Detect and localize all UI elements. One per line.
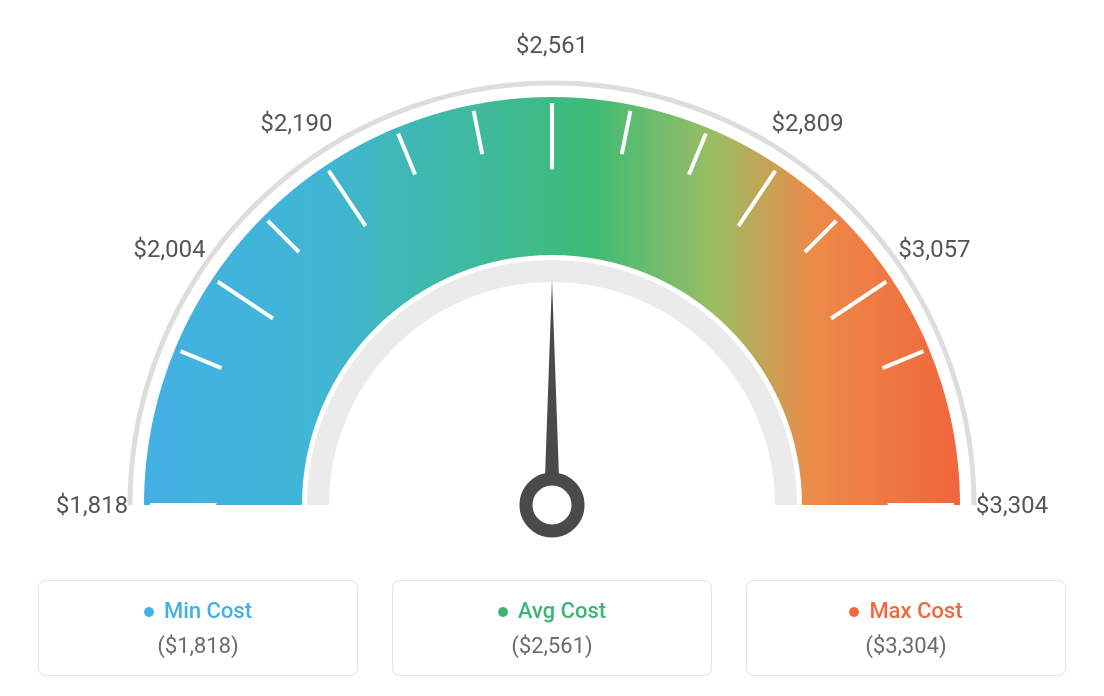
gauge-chart: $1,818 $2,004 $2,190 $2,561 $2,809 $3,057 $3,3… [22,20,1082,560]
legend-value-max: ($3,304) [747,634,1065,659]
legend-title-avg: Avg Cost [498,599,606,624]
gauge-tick-label: $3,057 [898,235,970,263]
legend-card-avg: Avg Cost ($2,561) [392,580,712,676]
legend-dot-avg [498,607,508,617]
legend-card-max: Max Cost ($3,304) [746,580,1066,676]
gauge-tick-label: $2,004 [133,235,205,263]
gauge-tick-label: $1,818 [56,491,128,519]
gauge-tick-label: $2,190 [260,109,332,137]
legend-label-avg: Avg Cost [518,599,606,624]
legend-title-min: Min Cost [144,599,252,624]
legend-dot-max [849,607,859,617]
legend-value-avg: ($2,561) [393,634,711,659]
legend-card-min: Min Cost ($1,818) [38,580,358,676]
legend-value-min: ($1,818) [39,634,357,659]
legend-label-max: Max Cost [869,599,962,624]
legend-row: Min Cost ($1,818) Avg Cost ($2,561) Max … [22,580,1082,676]
legend-label-min: Min Cost [164,599,252,624]
gauge-svg [22,20,1082,560]
gauge-tick-label: $2,561 [516,31,588,59]
legend-title-max: Max Cost [849,599,962,624]
gauge-tick-label: $2,809 [771,109,843,137]
gauge-tick-label: $3,304 [976,491,1048,519]
legend-dot-min [144,607,154,617]
